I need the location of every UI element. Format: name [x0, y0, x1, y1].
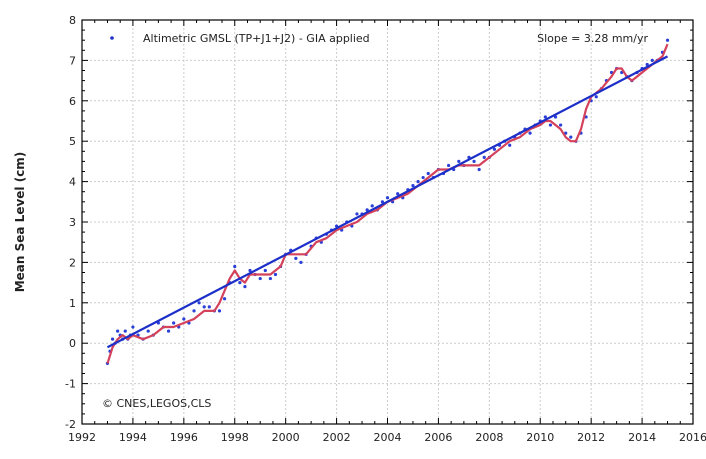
- data-point: [385, 196, 390, 200]
- x-tick-label: 1992: [68, 431, 96, 444]
- data-point: [594, 95, 598, 99]
- y-tick-label: 7: [69, 54, 76, 67]
- data-point: [416, 180, 420, 184]
- data-point: [355, 212, 359, 216]
- legend-label: Altimetric GMSL (TP+J1+J2) - GIA applied: [143, 32, 370, 45]
- y-tick-label: 3: [69, 216, 76, 229]
- y-tick-label: 5: [69, 135, 76, 148]
- data-point: [238, 281, 242, 285]
- data-point: [299, 260, 303, 264]
- data-point: [217, 309, 222, 313]
- x-tick-label: 2002: [323, 431, 351, 444]
- data-point: [426, 171, 430, 176]
- data-point: [131, 325, 135, 329]
- data-point: [650, 58, 654, 63]
- x-tick-label: 2010: [526, 431, 554, 444]
- data-point: [477, 167, 481, 172]
- x-tick-label: 2004: [374, 431, 402, 444]
- x-tick-label: 2012: [577, 431, 605, 444]
- data-point: [482, 155, 486, 159]
- data-point: [645, 62, 649, 67]
- grid: [82, 20, 693, 424]
- data-point: [268, 276, 272, 281]
- data-point: [248, 268, 252, 273]
- x-tick-label: 1998: [221, 431, 249, 444]
- data-point: [457, 159, 461, 163]
- data-point: [492, 147, 497, 151]
- data-point: [182, 317, 186, 321]
- data-point: [370, 204, 374, 208]
- x-tick-label: 2014: [628, 431, 656, 444]
- x-tick-label: 1996: [170, 431, 198, 444]
- data-point: [559, 123, 563, 127]
- data-point: [233, 264, 237, 269]
- data-point: [365, 208, 369, 212]
- data-point: [166, 329, 171, 333]
- data-point: [110, 337, 115, 341]
- data-point: [411, 184, 415, 188]
- data-point: [263, 268, 267, 273]
- data-point: [447, 163, 451, 168]
- data-point: [207, 305, 211, 309]
- x-tick-label: 2016: [679, 431, 706, 444]
- data-point: [380, 200, 385, 204]
- y-axis-label: Mean Sea Level (cm): [13, 152, 27, 293]
- data-point: [508, 143, 512, 147]
- data-point: [569, 135, 573, 139]
- data-point: [396, 192, 400, 196]
- data-point: [258, 276, 262, 281]
- y-tick-label: -1: [65, 378, 76, 391]
- data-point: [665, 38, 670, 42]
- data-point: [243, 285, 247, 289]
- x-tick-label: 2000: [272, 431, 300, 444]
- axes: [81, 19, 694, 425]
- data-point: [192, 309, 196, 313]
- y-tick-label: 8: [69, 14, 76, 27]
- data-point: [116, 329, 120, 333]
- data-point: [172, 321, 176, 325]
- data-point: [543, 115, 547, 119]
- legend-marker-icon: [110, 36, 114, 40]
- data-point: [528, 131, 532, 135]
- y-tick-label: 0: [69, 337, 76, 350]
- y-tick-label: 2: [69, 256, 76, 269]
- series: [105, 38, 670, 365]
- data-point: [472, 159, 476, 163]
- data-point: [202, 305, 206, 309]
- y-tick-label: 1: [69, 297, 76, 310]
- data-point: [222, 297, 227, 301]
- data-point: [273, 272, 278, 277]
- x-tick-label: 2006: [424, 431, 452, 444]
- y-tick-label: 6: [69, 95, 76, 108]
- trend-line: [106, 55, 669, 349]
- data-point: [197, 301, 201, 305]
- credit-label: © CNES,LEGOS,CLS: [102, 397, 211, 410]
- data-point: [294, 256, 298, 260]
- y-tick-label: 4: [69, 176, 76, 189]
- x-tick-label: 2008: [475, 431, 503, 444]
- data-point: [146, 329, 150, 333]
- slope-label: Slope = 3.28 mm/yr: [537, 32, 648, 45]
- y-tick-label: -2: [65, 418, 76, 431]
- tick-labels: 1992 1994 1996 1998 2000 2002 2004 2006 2008 2010…: [65, 14, 706, 444]
- data-point: [421, 175, 425, 180]
- x-tick-label: 1994: [119, 431, 147, 444]
- annotations: Altimetric GMSL (TP+J1+J2) - GIA applied…: [13, 32, 648, 410]
- data-point: [123, 329, 127, 333]
- data-point: [548, 123, 553, 127]
